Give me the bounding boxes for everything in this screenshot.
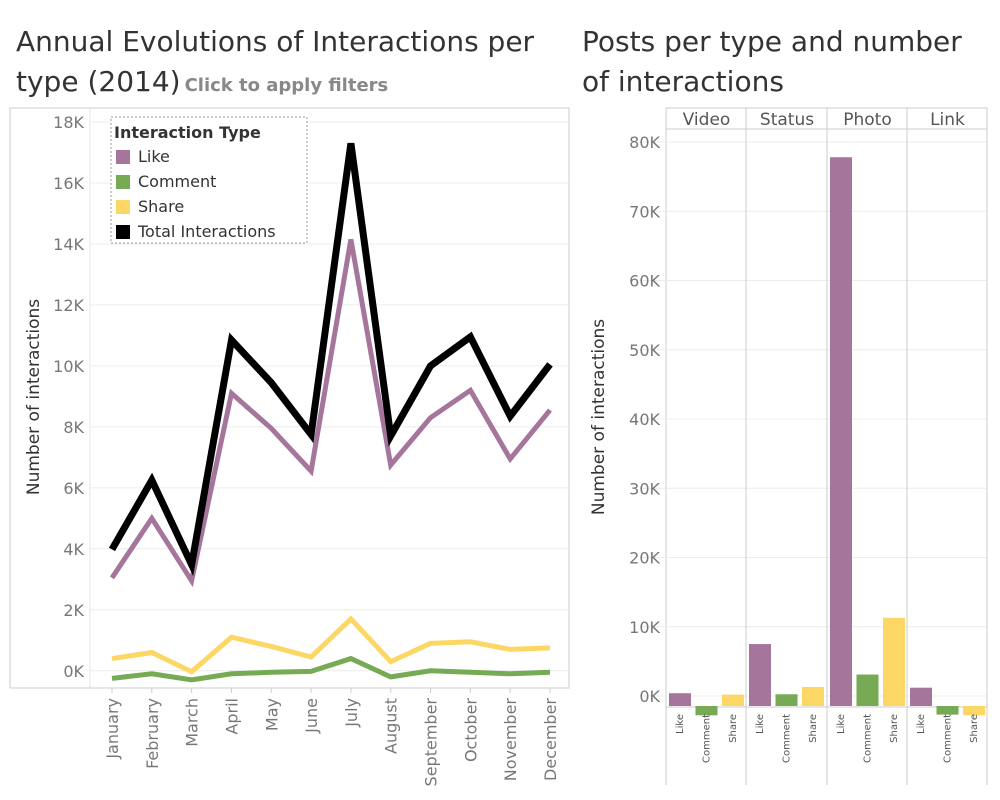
bar-category-label: Comment bbox=[702, 714, 713, 763]
bar-category-label: Like bbox=[916, 714, 927, 734]
bar-category-label: Comment bbox=[782, 714, 793, 763]
bar-photo-comment bbox=[856, 674, 879, 706]
bar-status-like bbox=[749, 644, 771, 706]
bar-video-comment bbox=[695, 706, 718, 716]
right-chart-title: Posts per type and number of interaction… bbox=[582, 25, 962, 98]
bar-video-share bbox=[722, 694, 744, 706]
facet-label: Status bbox=[760, 110, 814, 130]
x-tick-label: January bbox=[103, 698, 122, 760]
legend-title: Interaction Type bbox=[114, 123, 261, 142]
right-y-tick-label: 60K bbox=[629, 272, 660, 291]
x-tick-label: April bbox=[222, 698, 241, 735]
left-chart-title-text: Annual Evolutions of Interactions per ty… bbox=[16, 25, 535, 98]
legend-label: Comment bbox=[138, 172, 216, 191]
x-tick-label: May bbox=[262, 698, 281, 731]
series-line-like bbox=[109, 238, 552, 588]
right-y-tick-label: 80K bbox=[629, 133, 660, 152]
filter-hint[interactable]: Click to apply filters bbox=[184, 75, 389, 96]
bar-category-label: Comment bbox=[863, 714, 874, 763]
bar-category-label: Share bbox=[969, 714, 980, 743]
legend-swatch bbox=[116, 225, 130, 239]
right-y-tick-label: 50K bbox=[629, 341, 660, 360]
series-line-total-interactions bbox=[108, 142, 553, 577]
y-tick-label: 18K bbox=[53, 113, 84, 132]
y-tick-label: 12K bbox=[53, 296, 84, 315]
legend: Interaction Type Like Comment Share Total In… bbox=[110, 116, 308, 244]
right-y-tick-label: 20K bbox=[629, 549, 660, 568]
y-tick-label: 6K bbox=[63, 479, 84, 498]
bar-category-label: Share bbox=[889, 714, 900, 743]
right-y-tick-label: 0K bbox=[639, 687, 660, 706]
bar-photo-share bbox=[883, 617, 905, 706]
legend-swatch bbox=[116, 150, 130, 164]
y-tick-label: 4K bbox=[63, 540, 84, 559]
y-tick-label: 0K bbox=[63, 662, 84, 681]
bar-category-label: Comment bbox=[943, 714, 954, 763]
facet-label: Link bbox=[930, 110, 965, 130]
legend-label: Total Interactions bbox=[137, 222, 276, 241]
bar-status-comment bbox=[775, 694, 798, 706]
y-tick-label: 10K bbox=[53, 357, 84, 376]
x-tick-label: February bbox=[143, 698, 162, 769]
left-chart-title: Annual Evolutions of Interactions per ty… bbox=[16, 22, 576, 106]
bar-video-like bbox=[669, 693, 691, 706]
x-tick-label: August bbox=[382, 698, 401, 754]
x-tick-label: July bbox=[342, 698, 361, 728]
series-line-share bbox=[111, 615, 551, 675]
bar-category-label: Share bbox=[808, 714, 819, 743]
right-y-tick-label: 70K bbox=[629, 202, 660, 221]
bar-category-label: Like bbox=[836, 714, 847, 734]
facet-label: Video bbox=[683, 110, 731, 130]
legend-label: Like bbox=[138, 147, 170, 166]
right-y-tick-label: 30K bbox=[629, 479, 660, 498]
legend-swatch bbox=[116, 175, 130, 189]
right-y-axis-title: Number of interactions bbox=[589, 319, 609, 515]
bar-category-label: Share bbox=[728, 714, 739, 743]
legend-swatch bbox=[116, 200, 130, 214]
right-y-tick-label: 10K bbox=[629, 618, 660, 637]
bar-photo-like bbox=[830, 157, 852, 707]
x-tick-label: November bbox=[501, 698, 520, 782]
x-tick-label: October bbox=[461, 698, 480, 762]
bar-link-comment bbox=[936, 706, 959, 715]
y-axis-title: Number of interactions bbox=[24, 299, 44, 495]
legend-box bbox=[110, 116, 308, 244]
bar-link-like bbox=[910, 687, 932, 706]
x-tick-label: June bbox=[302, 698, 321, 734]
y-tick-label: 2K bbox=[63, 601, 84, 620]
right-y-tick-label: 40K bbox=[629, 410, 660, 429]
x-tick-label: September bbox=[422, 698, 441, 787]
x-tick-label: March bbox=[183, 698, 202, 747]
x-tick-label: December bbox=[541, 698, 560, 781]
bar-link-share bbox=[963, 706, 985, 716]
y-tick-label: 8K bbox=[63, 418, 84, 437]
legend-label: Share bbox=[138, 197, 184, 216]
series-line-comment bbox=[111, 655, 551, 683]
y-tick-label: 16K bbox=[53, 174, 84, 193]
y-tick-label: 14K bbox=[53, 235, 84, 254]
bar-category-label: Like bbox=[755, 714, 766, 734]
bar-category-label: Like bbox=[675, 714, 686, 734]
facet-label: Photo bbox=[843, 110, 892, 130]
bar-status-share bbox=[802, 686, 824, 706]
